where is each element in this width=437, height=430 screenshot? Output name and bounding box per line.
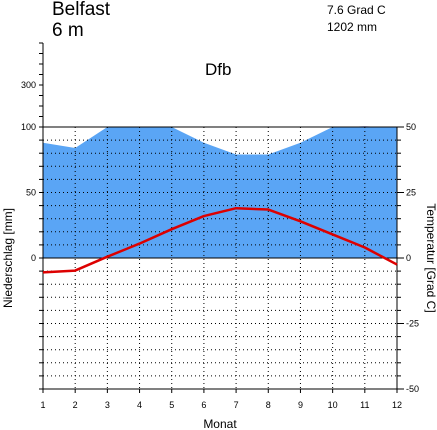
climate-classification: Dfb (205, 60, 232, 79)
month-tick-label: 3 (105, 400, 110, 410)
precip-tick-label: 0 (31, 253, 36, 263)
precip-tick-label: 100 (21, 122, 36, 132)
x-axis-title: Monat (203, 417, 237, 430)
temp-tick-label: -25 (406, 319, 419, 329)
month-tick-label: 10 (328, 400, 338, 410)
temp-tick-label: 25 (406, 188, 416, 198)
annual-precipitation: 1202 mm (327, 20, 378, 34)
station-name: Belfast (52, 0, 111, 20)
temp-tick-label: 50 (406, 122, 416, 132)
mean-temperature: 7.6 Grad C (327, 3, 386, 17)
precip-axis-title: Niederschlag [mm] (1, 208, 15, 308)
month-tick-label: 8 (266, 400, 271, 410)
precip-tick-label: 50 (26, 188, 36, 198)
temp-axis-title: Temperatur [Grad C] (424, 203, 437, 312)
temperature-layer (42, 206, 398, 274)
temp-tick-label: -50 (406, 384, 419, 394)
month-tick-label: 9 (298, 400, 303, 410)
month-tick-label: 1 (40, 400, 45, 410)
temperature-line (42, 206, 398, 274)
month-tick-label: 4 (137, 400, 142, 410)
month-tick-label: 5 (169, 400, 174, 410)
month-tick-label: 12 (392, 400, 402, 410)
grid (43, 127, 397, 389)
month-tick-label: 7 (234, 400, 239, 410)
month-tick-label: 11 (360, 400, 369, 410)
month-tick-label: 2 (73, 400, 78, 410)
precip-tick-label: 300 (21, 80, 36, 90)
temp-tick-label: 0 (406, 253, 411, 263)
month-tick-label: 6 (201, 400, 206, 410)
station-elevation: 6 m (52, 20, 84, 41)
